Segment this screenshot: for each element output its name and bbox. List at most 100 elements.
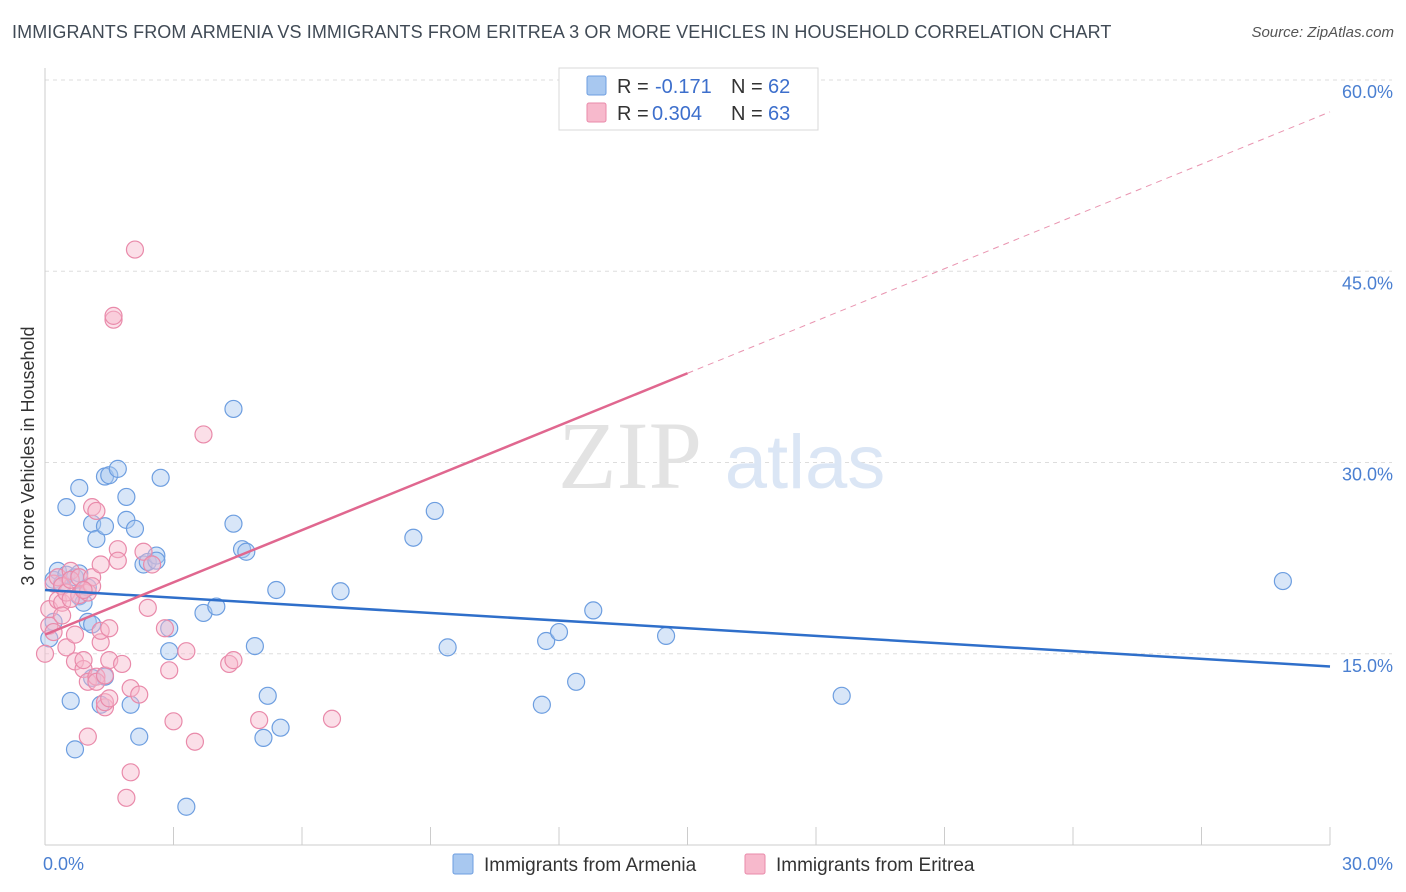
axes <box>44 68 1331 846</box>
point-armenia-49 <box>271 718 290 737</box>
legend-n-label-eritrea: N = <box>731 103 763 125</box>
point-armenia-41 <box>224 514 243 533</box>
point-armenia-55 <box>537 631 556 651</box>
point-armenia-59 <box>656 626 676 646</box>
point-eritrea-53 <box>177 642 196 661</box>
watermark: ZIP atlas <box>558 402 885 509</box>
legend-swatch-armenia <box>586 75 607 96</box>
point-armenia-46 <box>254 728 273 748</box>
data-points <box>35 240 1292 816</box>
point-eritrea-55 <box>194 425 213 444</box>
series-legend: Immigrants from Armenia Immigrants from … <box>452 853 975 876</box>
point-eritrea-33 <box>95 666 115 685</box>
point-armenia-53 <box>438 638 457 657</box>
point-armenia-54 <box>532 695 551 714</box>
point-eritrea-34 <box>100 689 119 708</box>
point-armenia-50 <box>331 582 350 601</box>
point-armenia-56 <box>549 622 569 642</box>
point-armenia-51 <box>404 528 423 547</box>
point-armenia-40 <box>207 597 226 616</box>
legend-n-value-eritrea: 63 <box>768 103 790 125</box>
point-eritrea-24 <box>83 577 102 596</box>
point-eritrea-48 <box>138 598 157 617</box>
point-eritrea-0 <box>35 644 55 663</box>
series-legend-label-eritrea: Immigrants from Eritrea <box>776 855 975 876</box>
legend-r-label-eritrea: R = <box>617 103 649 125</box>
watermark-atlas: atlas <box>725 420 886 505</box>
legend-n-label-armenia: N = <box>731 76 763 98</box>
point-armenia-35 <box>151 468 170 487</box>
point-armenia-29 <box>125 519 145 538</box>
point-eritrea-46 <box>130 685 149 704</box>
legend-swatch-eritrea <box>586 102 607 123</box>
point-armenia-60 <box>832 686 851 705</box>
point-eritrea-41 <box>112 654 132 674</box>
legend: R = -0.171 N = 62 R = 0.304 N = 63 <box>558 67 819 131</box>
point-armenia-61 <box>1273 571 1292 591</box>
point-armenia-58 <box>584 601 603 620</box>
series-legend-label-armenia: Immigrants from Armenia <box>484 855 697 876</box>
legend-r-label-armenia: R = <box>617 76 649 98</box>
point-armenia-21 <box>95 517 115 536</box>
gridlines <box>45 79 1392 655</box>
point-eritrea-21 <box>78 727 97 746</box>
point-armenia-30 <box>130 727 149 746</box>
point-armenia-37 <box>160 642 179 661</box>
point-armenia-9 <box>65 740 85 759</box>
point-armenia-38 <box>177 797 196 816</box>
point-armenia-11 <box>70 478 89 498</box>
chart-title: IMMIGRANTS FROM ARMENIA VS IMMIGRANTS FR… <box>12 22 1112 42</box>
point-eritrea-47 <box>134 542 153 561</box>
point-eritrea-50 <box>155 619 175 638</box>
point-eritrea-60 <box>53 606 72 625</box>
y-axis-title: 3 or more Vehicles in Household <box>18 326 38 585</box>
point-eritrea-18 <box>74 651 93 670</box>
point-eritrea-51 <box>160 661 179 680</box>
point-eritrea-42 <box>117 788 136 807</box>
point-armenia-48 <box>267 580 286 600</box>
point-eritrea-54 <box>185 732 205 751</box>
x-tick-label-min: 0.0% <box>43 854 84 874</box>
point-armenia-36 <box>160 619 179 638</box>
legend-r-value-armenia: -0.171 <box>655 76 712 98</box>
point-eritrea-9 <box>57 638 76 657</box>
trend-line-armenia <box>44 588 1331 668</box>
point-eritrea-49 <box>142 555 162 574</box>
source-label: Source: ZipAtlas.com <box>1251 24 1394 41</box>
point-eritrea-59 <box>322 709 342 728</box>
point-armenia-57 <box>567 672 586 691</box>
y-tick-label-45: 45.0% <box>1342 273 1393 293</box>
point-eritrea-38 <box>104 306 123 325</box>
point-armenia-6 <box>57 498 76 517</box>
point-eritrea-45 <box>125 240 145 259</box>
watermark-zip: ZIP <box>558 402 702 509</box>
y-tick-label-60: 60.0% <box>1342 82 1393 102</box>
point-eritrea-62 <box>74 580 93 600</box>
point-armenia-47 <box>258 686 277 705</box>
series-legend-swatch-armenia <box>452 853 474 875</box>
point-eritrea-40 <box>108 551 127 570</box>
legend-n-value-armenia: 62 <box>768 76 790 98</box>
y-tick-label-30: 30.0% <box>1342 465 1393 485</box>
point-eritrea-37 <box>104 310 123 329</box>
point-eritrea-35 <box>100 619 119 638</box>
tick-labels: 15.0% 30.0% 45.0% 60.0% 0.0% 30.0% <box>43 82 1393 874</box>
point-armenia-52 <box>425 501 444 521</box>
point-eritrea-30 <box>91 555 110 574</box>
point-eritrea-31 <box>95 698 115 717</box>
point-armenia-19 <box>87 529 106 549</box>
x-tick-label-max: 30.0% <box>1342 854 1393 874</box>
trend-line-eritrea <box>44 372 688 636</box>
series-legend-swatch-eritrea <box>744 853 766 875</box>
trend-lines <box>44 111 1331 668</box>
point-eritrea-25 <box>87 501 106 521</box>
trend-extension-eritrea <box>687 111 1331 374</box>
point-eritrea-58 <box>250 710 269 730</box>
point-eritrea-52 <box>164 712 183 731</box>
point-armenia-25 <box>108 459 127 478</box>
point-eritrea-57 <box>224 651 243 670</box>
point-eritrea-14 <box>65 625 85 644</box>
point-armenia-27 <box>117 487 136 507</box>
point-armenia-45 <box>245 636 264 656</box>
